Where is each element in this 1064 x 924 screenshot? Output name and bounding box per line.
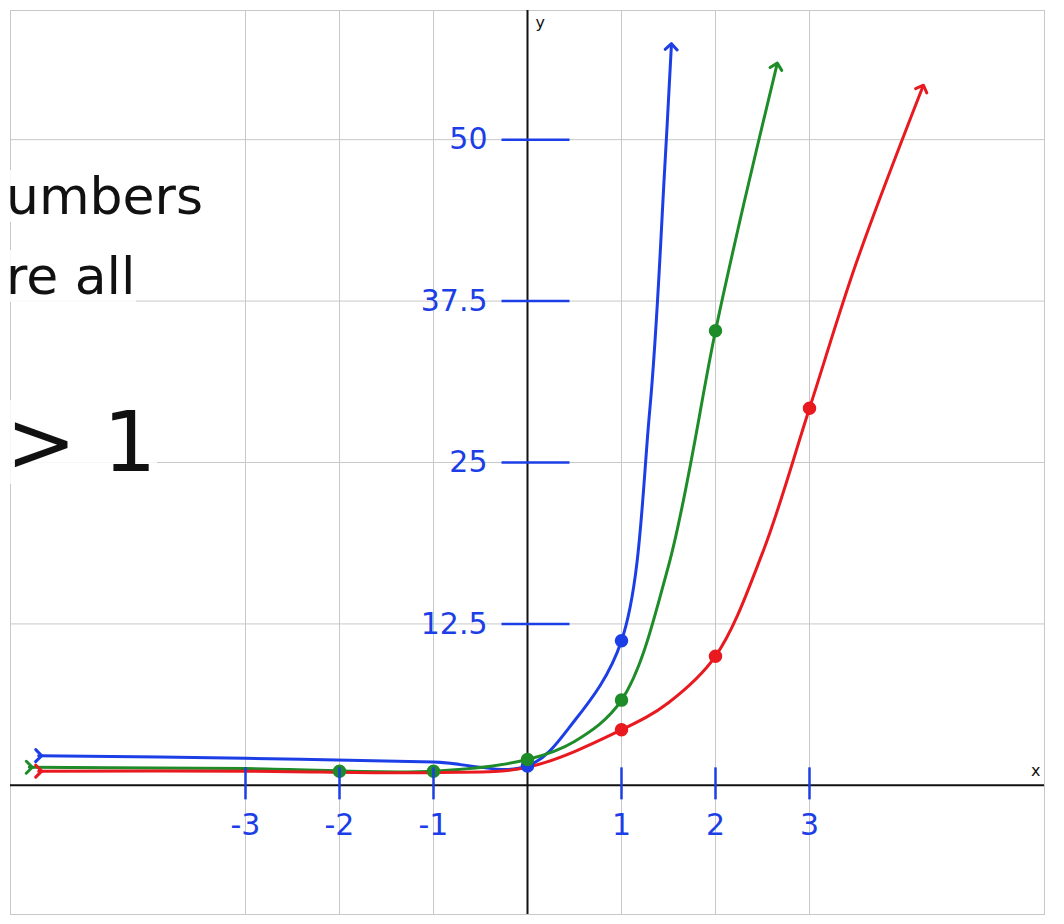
svg-text:50: 50	[449, 121, 487, 156]
html-text:> 1: > 1	[6, 393, 157, 491]
svg-text:1: 1	[612, 807, 631, 842]
svg-text:37.5: 37.5	[421, 283, 488, 318]
svg-text:2: 2	[706, 807, 725, 842]
svg-text:x: x	[1031, 761, 1040, 780]
svg-text:y: y	[536, 13, 545, 32]
svg-text:-1: -1	[419, 807, 449, 842]
svg-text:25: 25	[449, 444, 487, 479]
html-text:re all: re all	[6, 246, 136, 306]
svg-text:-2: -2	[325, 807, 355, 842]
svg-text:-3: -3	[231, 807, 261, 842]
html-text:umbers: umbers	[6, 166, 204, 226]
svg-text:3: 3	[800, 807, 819, 842]
svg-text:12.5: 12.5	[421, 606, 488, 641]
